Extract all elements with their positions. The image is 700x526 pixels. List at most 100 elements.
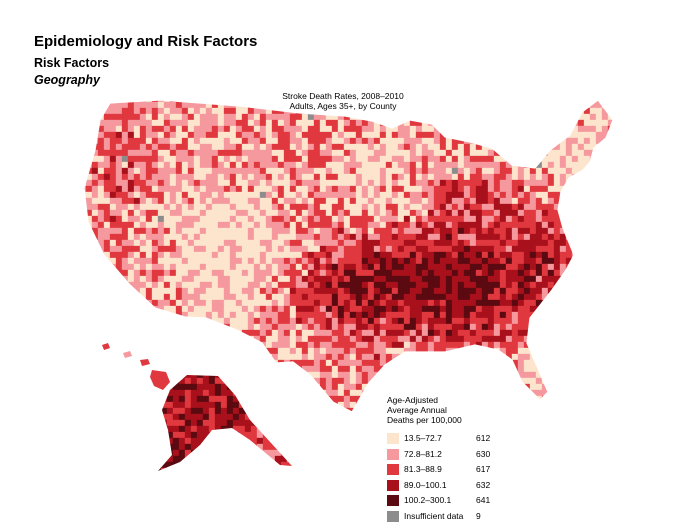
county-cell <box>493 293 501 301</box>
county-cell <box>331 143 339 151</box>
county-cell <box>421 263 429 271</box>
county-cell <box>541 371 549 379</box>
county-cell <box>211 161 219 169</box>
county-cell <box>421 287 429 295</box>
county-cell <box>109 371 117 379</box>
county-cell <box>187 137 195 145</box>
county-cell <box>577 143 585 151</box>
county-cell <box>133 341 141 349</box>
county-cell <box>151 215 159 223</box>
county-cell <box>439 221 447 229</box>
county-cell <box>614 198 620 204</box>
county-cell <box>445 167 453 175</box>
county-cell <box>614 264 620 270</box>
county-cell <box>565 155 573 163</box>
county-cell <box>229 167 237 175</box>
county-cell <box>589 125 597 133</box>
county-cell <box>331 383 339 391</box>
county-cell <box>355 263 363 271</box>
county-cell <box>541 407 549 412</box>
county-cell <box>571 377 579 385</box>
county-cell <box>217 293 225 301</box>
county-cell <box>217 167 225 175</box>
county-cell <box>583 137 591 145</box>
county-cell <box>265 167 273 175</box>
county-cell <box>169 203 177 211</box>
county-cell <box>583 347 591 355</box>
county-cell <box>607 131 613 139</box>
county-cell <box>601 371 609 379</box>
county-cell <box>103 371 111 379</box>
county-cell <box>577 275 585 283</box>
county-cell <box>583 371 591 379</box>
county-cell <box>241 113 249 121</box>
county-cell <box>427 239 435 247</box>
county-cell <box>493 227 501 235</box>
county-cell <box>109 287 117 295</box>
county-cell <box>373 149 381 157</box>
county-cell <box>319 167 327 175</box>
county-cell <box>409 251 417 259</box>
county-cell <box>175 239 183 247</box>
county-cell <box>614 114 620 120</box>
county-cell <box>457 167 465 175</box>
county-cell <box>277 119 285 127</box>
county-cell <box>84 377 87 385</box>
county-cell <box>469 167 477 175</box>
county-cell <box>283 287 291 295</box>
county-cell <box>84 383 87 391</box>
county-cell <box>499 383 507 391</box>
county-cell <box>244 383 252 391</box>
county-cell <box>205 191 213 199</box>
county-cell <box>499 100 507 103</box>
county-cell <box>614 414 620 420</box>
county-cell <box>157 293 165 301</box>
county-cell <box>511 371 519 379</box>
county-cell <box>205 227 213 235</box>
county-cell <box>427 113 435 121</box>
county-cell <box>265 227 273 235</box>
county-cell <box>583 125 591 133</box>
county-cell <box>451 143 459 151</box>
county-cell <box>493 407 501 412</box>
county-cell <box>583 179 591 187</box>
county-cell <box>84 161 87 169</box>
county-cell <box>379 233 387 241</box>
county-cell <box>439 191 447 199</box>
county-cell <box>451 179 459 187</box>
county-cell <box>379 257 387 265</box>
county-cell <box>589 233 597 241</box>
county-cell <box>295 100 303 103</box>
county-cell <box>190 377 198 385</box>
county-cell <box>271 335 279 343</box>
county-cell <box>373 155 381 163</box>
county-cell <box>205 245 213 253</box>
county-cell <box>91 275 99 283</box>
county-cell <box>535 245 543 253</box>
county-cell <box>487 233 495 241</box>
county-cell <box>217 269 225 277</box>
county-cell <box>403 101 411 109</box>
county-cell <box>487 167 495 175</box>
county-cell <box>127 239 135 247</box>
county-cell <box>199 257 207 265</box>
county-cell <box>475 239 483 247</box>
county-cell <box>217 161 225 169</box>
county-cell <box>385 275 393 283</box>
county-cell <box>283 329 291 337</box>
county-cell <box>487 365 495 373</box>
county-cell <box>265 341 273 349</box>
county-cell <box>415 161 423 169</box>
county-cell <box>307 197 315 205</box>
county-cell <box>313 305 321 313</box>
county-cell <box>169 269 177 277</box>
county-cell <box>421 251 429 259</box>
county-cell <box>277 173 285 181</box>
county-cell <box>271 389 279 397</box>
county-cell <box>295 161 303 169</box>
county-cell <box>337 299 345 307</box>
county-cell <box>601 329 609 337</box>
county-cell <box>325 173 333 181</box>
county-cell <box>373 281 381 289</box>
county-cell <box>115 257 123 265</box>
